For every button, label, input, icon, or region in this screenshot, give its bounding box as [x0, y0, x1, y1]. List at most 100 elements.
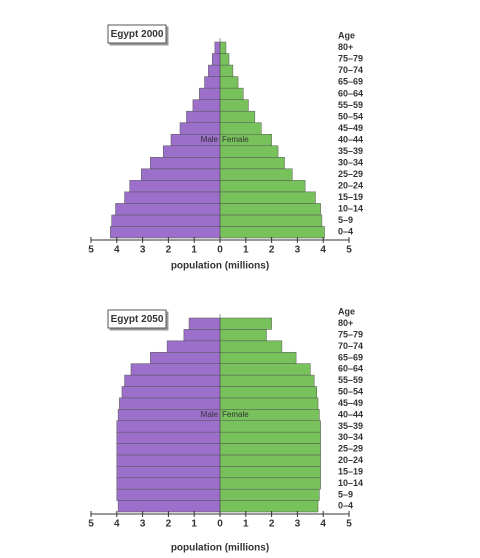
bar [219, 168, 293, 181]
bar [119, 397, 221, 410]
category-label: 5–9 [338, 215, 353, 225]
bar [150, 351, 221, 364]
bar [124, 191, 221, 204]
bar [214, 41, 221, 54]
bar [219, 420, 321, 433]
x-tick-label: 2 [166, 245, 172, 256]
category-label: 25–29 [338, 444, 363, 454]
bar [192, 99, 221, 112]
x-tick-label: 5 [88, 519, 94, 530]
bar [219, 110, 256, 123]
bar [129, 180, 221, 193]
bar [166, 340, 221, 353]
chart-title: Egypt 2050 [111, 314, 164, 325]
x-tick-label: 4 [320, 245, 326, 256]
series-label: Female [222, 410, 249, 419]
category-label: 55–59 [338, 100, 363, 110]
x-tick-label: 3 [295, 245, 301, 256]
bar [141, 168, 221, 181]
bar [219, 386, 317, 399]
bar [219, 122, 262, 135]
category-label: 30–34 [338, 432, 363, 442]
bar [219, 76, 239, 89]
bar [116, 443, 221, 456]
category-label: 65–69 [338, 352, 363, 362]
category-label: 80+ [338, 42, 353, 52]
category-label: 15–19 [338, 466, 363, 476]
bar [219, 87, 244, 100]
bar [219, 340, 283, 353]
bar [219, 454, 321, 467]
bar [110, 226, 221, 239]
bar [219, 466, 321, 479]
category-label: 45–49 [338, 123, 363, 133]
bar [116, 488, 221, 501]
bar [219, 443, 321, 456]
category-label: 0–4 [338, 501, 353, 511]
bar [204, 76, 221, 89]
category-label: 0–4 [338, 227, 353, 237]
bar [188, 317, 221, 330]
bar [111, 214, 221, 227]
bar [219, 203, 321, 216]
bar [219, 157, 285, 170]
bar [116, 477, 221, 490]
bar [150, 157, 221, 170]
category-label: 35–39 [338, 146, 363, 156]
bar [219, 226, 325, 239]
chart-title: Egypt 2000 [111, 29, 164, 40]
bar [219, 329, 267, 342]
bar [219, 351, 297, 364]
bar [219, 41, 227, 54]
x-tick-label: 5 [346, 519, 352, 530]
x-tick-label: 3 [140, 519, 146, 530]
bar [219, 53, 230, 66]
x-tick-label: 2 [269, 519, 275, 530]
bar [219, 99, 249, 112]
bar [219, 180, 306, 193]
x-tick-label: 4 [114, 519, 120, 530]
bar [219, 363, 311, 376]
x-tick-label: 0 [217, 519, 223, 530]
category-label: 10–14 [338, 204, 363, 214]
x-tick-label: 3 [140, 245, 146, 256]
x-tick-label: 2 [269, 245, 275, 256]
category-label: 50–54 [338, 387, 363, 397]
category-label: 10–14 [338, 478, 363, 488]
x-tick-label: 1 [243, 519, 249, 530]
series-label: Male [201, 410, 219, 419]
category-label: 55–59 [338, 375, 363, 385]
category-label: 30–34 [338, 157, 363, 167]
category-label: 70–74 [338, 341, 363, 351]
x-tick-label: 4 [320, 519, 326, 530]
bar [219, 500, 319, 513]
bar [212, 53, 221, 66]
category-label: 20–24 [338, 455, 363, 465]
bar [208, 64, 221, 77]
x-tick-label: 1 [191, 245, 197, 256]
category-label: 20–24 [338, 180, 363, 190]
category-label: 50–54 [338, 111, 363, 121]
x-tick-label: 5 [346, 245, 352, 256]
category-label: 40–44 [338, 409, 363, 419]
series-label: Male [201, 135, 219, 144]
category-label: 5–9 [338, 489, 353, 499]
x-tick-label: 0 [217, 245, 223, 256]
x-axis-label: population (millions) [171, 543, 269, 554]
y-axis-label: Age [338, 306, 355, 316]
bar [219, 431, 321, 444]
bar [219, 145, 279, 158]
bar [219, 374, 315, 387]
category-label: 70–74 [338, 65, 363, 75]
category-label: 75–79 [338, 329, 363, 339]
category-label: 40–44 [338, 134, 363, 144]
category-label: 65–69 [338, 77, 363, 87]
bar [116, 431, 221, 444]
x-tick-label: 1 [191, 519, 197, 530]
title-box [107, 24, 167, 44]
category-label: 15–19 [338, 192, 363, 202]
bar [219, 191, 316, 204]
bar [199, 87, 221, 100]
x-tick-label: 5 [88, 245, 94, 256]
